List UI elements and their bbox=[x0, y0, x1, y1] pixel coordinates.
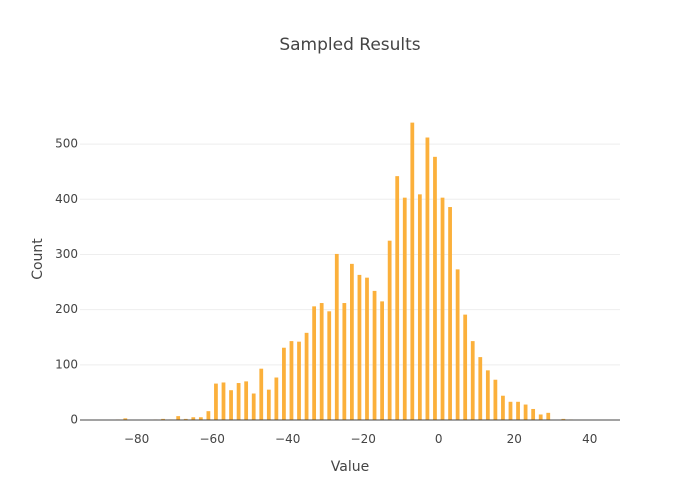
y-tick-label: 0 bbox=[70, 413, 78, 427]
y-tick-label: 400 bbox=[55, 192, 78, 206]
y-tick-label: 500 bbox=[55, 137, 78, 151]
histogram-bar bbox=[463, 314, 468, 420]
histogram-bar bbox=[561, 418, 566, 420]
x-tick-label: −80 bbox=[124, 432, 149, 446]
histogram-bars bbox=[115, 122, 573, 421]
histogram-bar bbox=[531, 408, 536, 420]
histogram-bar bbox=[259, 368, 264, 420]
histogram-bar bbox=[538, 414, 543, 420]
histogram-bar bbox=[319, 303, 324, 420]
histogram-bar bbox=[372, 290, 377, 420]
chart-title: Sampled Results bbox=[279, 35, 420, 55]
histogram-bar bbox=[546, 412, 551, 420]
histogram-bar bbox=[123, 418, 128, 420]
histogram-bar bbox=[304, 332, 309, 420]
histogram-bar bbox=[433, 156, 437, 421]
histogram-bar bbox=[327, 311, 332, 420]
histogram-bar bbox=[350, 263, 354, 420]
y-gridlines bbox=[80, 143, 620, 366]
x-tick-label: −60 bbox=[200, 432, 225, 446]
histogram-bar bbox=[342, 303, 347, 420]
histogram-bar bbox=[508, 401, 513, 420]
histogram-bar bbox=[380, 301, 384, 420]
histogram-bar bbox=[425, 137, 430, 420]
histogram-bar bbox=[282, 347, 286, 420]
histogram-bar bbox=[365, 277, 369, 420]
histogram-bar bbox=[493, 379, 498, 420]
histogram-bar bbox=[501, 395, 505, 420]
histogram-bar bbox=[357, 274, 362, 420]
histogram-bar bbox=[221, 382, 226, 420]
histogram-bar bbox=[297, 341, 301, 420]
histogram-bar bbox=[455, 269, 460, 420]
y-axis-label: Count bbox=[30, 238, 46, 280]
histogram-bar bbox=[334, 253, 339, 420]
histogram-bar bbox=[183, 418, 188, 420]
x-tick-label: 20 bbox=[507, 432, 522, 446]
histogram-bar bbox=[236, 383, 241, 420]
histogram-bar bbox=[417, 194, 422, 420]
x-tick-label: 0 bbox=[435, 432, 443, 446]
histogram-bar bbox=[191, 417, 196, 420]
histogram-bar bbox=[395, 176, 400, 420]
histogram-bar bbox=[410, 122, 415, 420]
histogram-bar bbox=[470, 341, 475, 420]
histogram-bar bbox=[478, 357, 483, 420]
x-tick-labels: −80 −60 −40 −20 0 20 40 bbox=[124, 432, 597, 446]
y-tick-label: 100 bbox=[55, 357, 78, 371]
x-tick-label: 40 bbox=[582, 432, 597, 446]
histogram-bar bbox=[274, 377, 279, 420]
x-axis-label: Value bbox=[331, 459, 369, 475]
histogram-bar bbox=[485, 370, 490, 420]
histogram-bar bbox=[312, 306, 317, 420]
histogram-bar bbox=[448, 207, 452, 420]
histogram-bar bbox=[523, 404, 528, 420]
histogram-bar bbox=[198, 417, 203, 420]
y-tick-label: 200 bbox=[55, 302, 78, 316]
histogram-bar bbox=[387, 240, 392, 420]
histogram-bar bbox=[440, 197, 445, 420]
histogram-bar bbox=[161, 418, 165, 420]
y-tick-labels: 0 100 200 300 400 500 bbox=[55, 137, 78, 427]
histogram-bar bbox=[229, 390, 233, 420]
x-tick-label: −20 bbox=[351, 432, 376, 446]
histogram-bar bbox=[266, 389, 271, 420]
histogram-bar bbox=[289, 341, 294, 420]
histogram-bar bbox=[176, 416, 181, 420]
histogram-bar bbox=[251, 393, 256, 420]
histogram-bar bbox=[402, 197, 407, 420]
y-tick-label: 300 bbox=[55, 247, 78, 261]
histogram-bar bbox=[244, 381, 249, 420]
histogram-bar bbox=[206, 411, 211, 420]
histogram-bar bbox=[214, 383, 218, 420]
x-tick-label: −40 bbox=[275, 432, 300, 446]
histogram-bar bbox=[516, 401, 520, 420]
